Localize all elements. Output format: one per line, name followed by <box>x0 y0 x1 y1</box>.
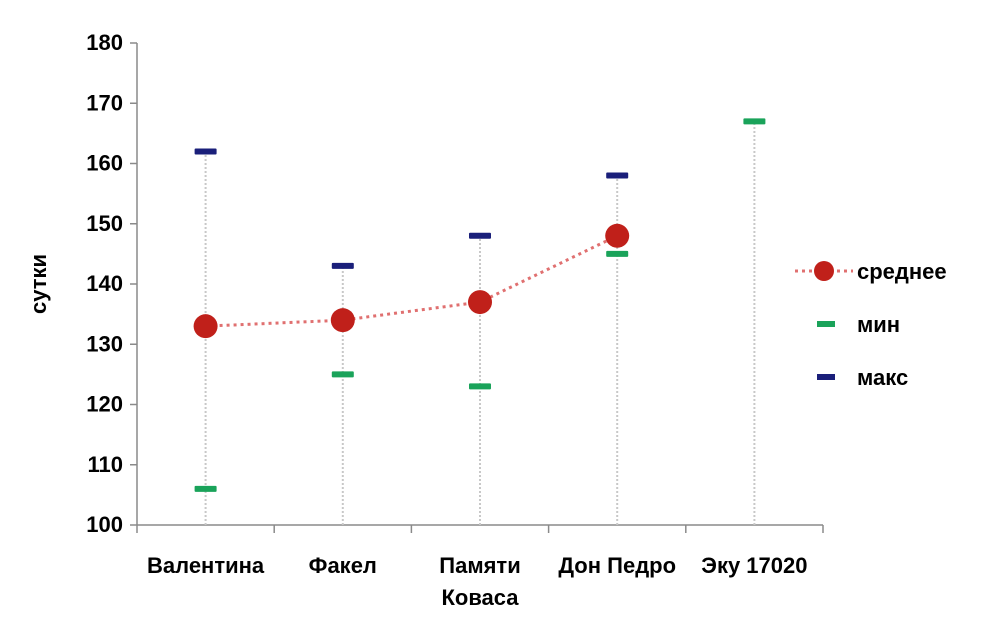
legend-label: мин <box>857 312 900 337</box>
max-marker <box>194 148 217 155</box>
y-tick-label: 100 <box>86 512 123 537</box>
min-marker <box>743 118 766 125</box>
min-marker <box>194 485 217 492</box>
x-tick-label: Валентина <box>147 553 265 578</box>
y-tick-label: 160 <box>86 151 123 176</box>
mean-point <box>330 308 355 333</box>
y-tick-label: 110 <box>88 452 124 477</box>
min-marker <box>469 383 491 390</box>
max-marker <box>469 232 491 239</box>
y-tick-label: 170 <box>86 90 123 115</box>
axes: 100 110 120 130 140 150 160 170 180 Валентина Факе… <box>26 30 824 610</box>
x-tick-label: Эку 17020 <box>701 553 807 578</box>
legend-label: среднее <box>857 259 947 284</box>
mean-point <box>468 290 492 315</box>
y-tick-label: 130 <box>86 331 123 356</box>
max-marker <box>606 172 629 179</box>
series-layer <box>193 118 766 492</box>
max-marker <box>331 262 354 269</box>
mean-point <box>193 314 218 339</box>
legend-min-marker <box>817 321 835 327</box>
mean-series-line <box>205 234 618 328</box>
y-tick-label: 120 <box>86 392 123 417</box>
min-marker <box>606 250 629 257</box>
legend-mean-marker <box>814 261 834 281</box>
min-marker <box>331 371 354 378</box>
y-axis-title: сутки <box>26 254 51 314</box>
x-tick-label: Дон Педро <box>558 553 676 578</box>
mean-point <box>605 223 630 248</box>
legend: среднее мин макс <box>795 259 947 390</box>
y-tick-label: 150 <box>86 211 123 236</box>
range-lines <box>204 121 756 525</box>
y-tick-label: 140 <box>86 271 123 296</box>
x-tick-label: Факел <box>309 553 377 578</box>
legend-max-marker <box>817 374 835 380</box>
x-tick-label: Памяти Коваса <box>439 553 520 610</box>
y-tick-label: 180 <box>86 30 123 55</box>
legend-label: макс <box>857 365 908 390</box>
